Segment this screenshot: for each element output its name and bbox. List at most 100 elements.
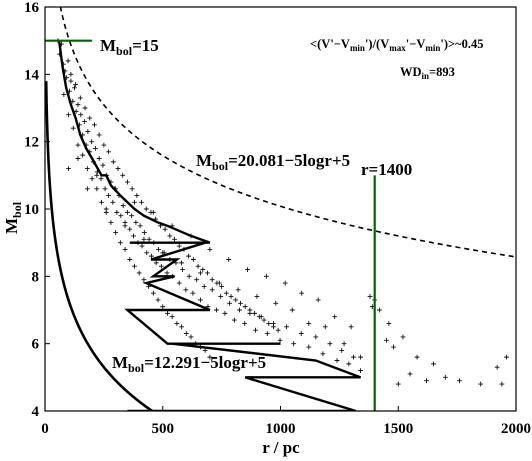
scatter-point <box>137 223 143 229</box>
scatter-point <box>231 317 237 323</box>
scatter-point <box>233 297 239 303</box>
scatter-point <box>176 280 182 286</box>
scatter-point <box>102 186 108 192</box>
scatter-point <box>207 354 213 360</box>
y-axis-label: Mbol <box>2 201 24 234</box>
scatter-point <box>98 176 104 182</box>
scatter-point <box>351 354 356 360</box>
scatter-point <box>275 327 281 333</box>
scatter-point <box>457 378 462 384</box>
scatter-point <box>101 142 107 148</box>
scatter-point <box>386 321 392 326</box>
scatter-point <box>339 348 345 353</box>
lower-limit-curve <box>45 81 155 411</box>
scatter-point <box>176 243 182 249</box>
scatter-point <box>377 307 382 313</box>
scatter-point <box>218 294 224 299</box>
scatter-point <box>99 199 104 205</box>
scatter-point <box>391 344 396 350</box>
scatter-point <box>80 152 86 158</box>
scatter-point <box>367 294 373 299</box>
x-tick-label: 2000 <box>501 421 531 437</box>
scatter-point <box>89 176 95 182</box>
scatter-point <box>282 280 288 286</box>
scatter-point <box>273 300 279 306</box>
scatter-point <box>216 280 222 286</box>
x-tick-label: 0 <box>41 421 49 437</box>
x-tick-label: 1000 <box>266 421 296 437</box>
scatter-point <box>133 220 139 225</box>
scatter-point <box>114 209 120 215</box>
mbol-limit-annotation: Mbol=15 <box>100 36 159 58</box>
scatter-point <box>209 287 215 293</box>
scatter-point <box>228 294 234 299</box>
scatter-point <box>358 354 363 360</box>
scatter-point <box>169 314 175 320</box>
scatter-point <box>82 105 88 111</box>
scatter-point <box>82 119 87 124</box>
scatter-point <box>120 172 126 178</box>
scatter-point <box>183 287 189 293</box>
y-tick-label: 12 <box>24 135 39 151</box>
scatter-point <box>180 267 185 272</box>
scatter-point <box>198 297 203 303</box>
scatter-point <box>174 321 180 326</box>
scatter-point <box>504 354 509 360</box>
scatter-point <box>150 290 156 296</box>
scatter-point <box>68 78 74 84</box>
scatter-point <box>127 226 133 232</box>
scatter-point <box>84 166 90 171</box>
scatter-point <box>92 122 97 128</box>
scatter-point <box>132 263 137 269</box>
scatter-point <box>358 368 363 373</box>
scatter-point <box>332 314 338 320</box>
scatter-point <box>306 321 312 326</box>
scatter-point <box>201 284 207 289</box>
scatter-point <box>143 206 149 212</box>
scatter-point <box>134 193 140 198</box>
model-curves <box>45 7 516 411</box>
scatter-point <box>306 344 312 350</box>
scatter-point <box>237 307 242 313</box>
scatter-point <box>153 260 159 266</box>
scatter-point <box>73 82 79 87</box>
scatter-point <box>202 348 208 353</box>
scatter-point <box>284 324 290 330</box>
scatter-point <box>235 287 241 293</box>
scatter-point <box>313 334 319 340</box>
scatter-point <box>271 324 276 330</box>
scatter-point <box>70 125 76 131</box>
scatter-point <box>334 358 340 363</box>
scatter-point <box>341 341 347 347</box>
scatter-point <box>68 71 74 77</box>
scatter-point <box>141 230 147 235</box>
scatter-point <box>66 112 71 118</box>
scatter-point <box>127 257 133 262</box>
scatter-point <box>190 290 196 296</box>
scatter-point <box>129 213 135 219</box>
scatter-point <box>261 317 267 323</box>
scatter-point <box>291 341 297 347</box>
y-tick-label: 6 <box>32 337 40 353</box>
scatter-point <box>167 233 173 239</box>
scatter-points <box>55 38 509 387</box>
scatter-point <box>384 337 389 343</box>
scatter-point <box>75 142 81 148</box>
y-tick-label: 14 <box>24 67 40 83</box>
wd-count-annotation: WDin=893 <box>400 65 455 81</box>
scatter-point <box>222 310 228 316</box>
scatter-point <box>155 297 161 303</box>
scatter-point <box>494 364 500 370</box>
scatter-point <box>298 331 304 336</box>
scatter-point <box>179 260 184 266</box>
criterion-annotation: <(V'−Vmin')/(Vmax'−Vmin')>~0.45 <box>310 37 484 53</box>
scatter-point <box>194 277 200 283</box>
scatter-point <box>264 331 270 336</box>
scatter-point <box>96 156 102 161</box>
scatter-point <box>186 273 192 279</box>
scatter-point <box>226 257 232 262</box>
scatter-point <box>149 253 154 259</box>
scatter-point <box>200 267 206 272</box>
scatter-point <box>164 270 170 276</box>
scatter-point <box>252 310 257 316</box>
